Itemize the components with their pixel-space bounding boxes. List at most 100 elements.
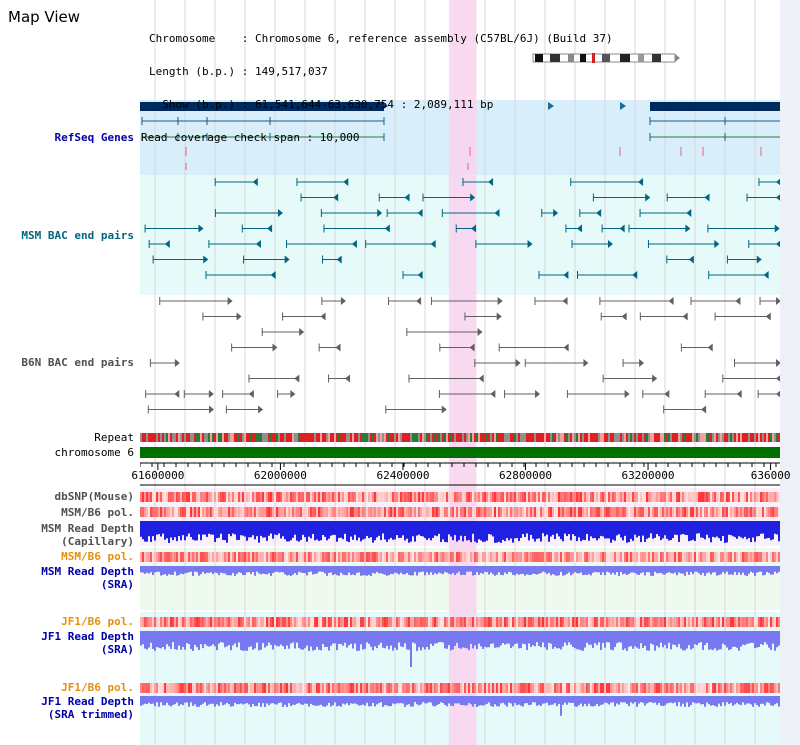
repeat-element	[550, 433, 552, 442]
msm-capillary-depth-bar	[328, 521, 330, 539]
jf1-b6-pol-heat	[164, 683, 166, 693]
jf1-b6-pol-heat	[720, 683, 722, 693]
jf1-trimmed-depth-bar	[524, 696, 526, 704]
msm-b6-pol-heat	[256, 552, 258, 562]
jf1-b6-pol-heat	[362, 683, 364, 693]
jf1-b6-pol-heat	[560, 683, 562, 693]
jf1-sra-depth-bar	[682, 631, 684, 651]
jf1-b6-pol-heat	[404, 617, 406, 627]
msm-b6-pol-heat	[598, 507, 600, 517]
dbsnp-heat	[708, 492, 710, 502]
msm-b6-pol-heat	[770, 507, 772, 517]
jf1-b6-pol-heat	[370, 683, 372, 693]
jf1-sra-depth-bar	[386, 631, 388, 646]
jf1-sra-depth-bar	[706, 631, 708, 643]
jf1-trimmed-depth-bar	[168, 696, 170, 706]
jf1-b6-pol-heat	[520, 683, 522, 693]
msm-b6-pol-heat	[696, 552, 698, 562]
msm-capillary-depth-bar	[310, 521, 312, 539]
msm-bac-arrow	[527, 240, 533, 248]
msm-sra-depth-bar	[234, 566, 236, 576]
msm-b6-pol-heat	[516, 507, 518, 517]
msm-b6-pol-heat	[404, 507, 406, 517]
msm-sra-depth-bar	[340, 566, 342, 573]
msm-b6-pol-heat	[378, 507, 380, 517]
jf1-b6-pol-heat	[392, 617, 394, 627]
msm-sra-depth-bar	[154, 566, 156, 573]
msm-capillary-depth-bar	[272, 521, 274, 539]
jf1-trimmed-depth-bar	[270, 696, 272, 704]
repeat-element	[578, 433, 580, 442]
msm-bac-arrow	[488, 178, 494, 186]
jf1-b6-pol-heat	[380, 617, 382, 627]
dbsnp-heat	[498, 492, 500, 502]
jf1-trimmed-depth-bar	[636, 696, 638, 707]
jf1-sra-depth-bar	[740, 631, 742, 647]
msm-b6-pol-heat	[170, 552, 172, 562]
msm-capillary-depth-bar	[622, 521, 624, 541]
b6n-bac-arrow	[735, 297, 741, 305]
repeat-element	[594, 433, 596, 442]
jf1-b6-pol-heat	[472, 683, 474, 693]
vertical-scrollbar[interactable]	[780, 0, 800, 745]
repeat-element	[656, 433, 658, 442]
jf1-b6-pol-heat	[168, 617, 170, 627]
dbsnp-heat	[656, 492, 658, 502]
msm-sra-depth-bar	[660, 566, 662, 573]
jf1-sra-depth-bar	[540, 631, 542, 648]
jf1-b6-pol-heat	[442, 683, 444, 693]
repeat-element	[676, 433, 678, 442]
dbsnp-heat	[610, 492, 612, 502]
msm-capillary-depth-bar	[638, 521, 640, 536]
msm-b6-pol-heat	[272, 552, 274, 562]
jf1-b6-pol-heat	[430, 617, 432, 627]
jf1-trimmed-depth-bar	[622, 696, 624, 703]
jf1-trimmed-depth-bar	[450, 696, 452, 706]
jf1-trimmed-depth-bar	[304, 696, 306, 704]
jf1-b6-pol-heat	[600, 683, 602, 693]
msm-b6-pol-heat	[594, 552, 596, 562]
repeat-element	[762, 433, 764, 442]
jf1-trimmed-depth-bar	[180, 696, 182, 705]
msm-b6-pol-heat	[320, 552, 322, 562]
msm-sra-depth-bar	[662, 566, 664, 575]
jf1-b6-pol-heat	[376, 617, 378, 627]
msm-bac-arrow	[417, 271, 423, 279]
msm-sra-depth-bar	[570, 566, 572, 576]
repeat-element	[316, 433, 318, 442]
msm-bac-arrow	[404, 193, 410, 202]
jf1-sra-depth-bar	[176, 631, 178, 650]
dbsnp-heat	[682, 492, 684, 502]
b6n-bac-arrow	[335, 343, 341, 352]
jf1-b6-pol-heat	[202, 617, 204, 627]
jf1-trimmed-depth-bar	[312, 696, 314, 706]
chromosome-ideogram[interactable]	[530, 53, 680, 63]
repeat-element	[644, 433, 646, 442]
msm-b6-pol-heat	[774, 552, 776, 562]
jf1-b6-pol-heat	[306, 683, 308, 693]
dbsnp-heat	[170, 492, 172, 502]
msm-b6-pol-heat	[292, 552, 294, 562]
jf1-b6-pol-heat	[672, 617, 674, 627]
msm-capillary-depth-bar	[346, 521, 348, 542]
msm-sra-depth-bar	[382, 566, 384, 575]
msm-b6-pol-heat	[326, 552, 328, 562]
jf1-b6-pol-heat	[420, 683, 422, 693]
jf1-sra-depth-bar	[678, 631, 680, 644]
dbsnp-heat	[506, 492, 508, 502]
gene-feature	[650, 102, 780, 111]
dbsnp-heat	[464, 492, 466, 502]
jf1-trimmed-depth-bar	[424, 696, 426, 704]
msm-capillary-depth-bar	[366, 521, 368, 536]
jf1-b6-pol-heat	[778, 683, 780, 693]
msm-b6-pol-heat	[522, 507, 524, 517]
msm-b6-pol-heat	[692, 507, 694, 517]
msm-sra-depth-bar	[754, 566, 756, 576]
repeat-element	[680, 433, 682, 442]
msm-capillary-depth-bar	[678, 521, 680, 542]
gene-arrow	[548, 102, 554, 110]
jf1-b6-pol-heat	[462, 683, 464, 693]
msm-b6-pol-heat	[314, 507, 316, 517]
